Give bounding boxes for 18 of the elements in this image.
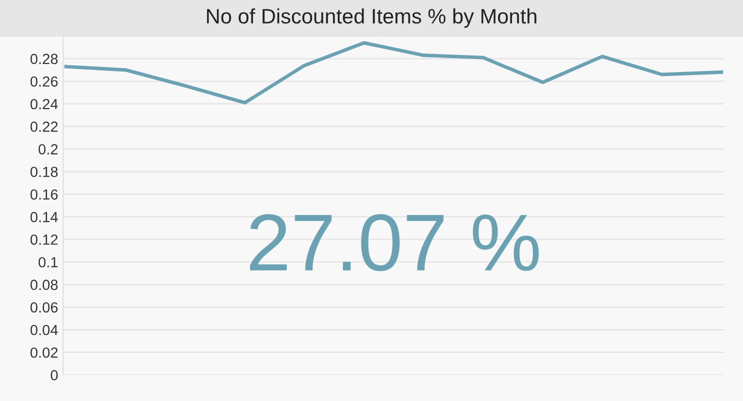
y-tick-label: 0.28 bbox=[30, 54, 58, 64]
chart-title: No of Discounted Items % by Month bbox=[207, 8, 536, 28]
y-tick-label: 0.16 bbox=[30, 189, 58, 200]
y-tick-label: 0.08 bbox=[30, 280, 58, 290]
y-tick-label: 0.06 bbox=[30, 302, 58, 313]
line-series bbox=[64, 41, 724, 104]
y-tick-label: 0.02 bbox=[30, 347, 58, 358]
y-tick-label: 0.04 bbox=[30, 324, 58, 336]
y-tick-label: 0.1 bbox=[38, 257, 58, 268]
annotation: 27.07 % bbox=[250, 214, 539, 272]
y-tick-label: 0.22 bbox=[30, 122, 58, 132]
y-tick-label: 0 bbox=[50, 370, 58, 380]
y-tick-label: 0.12 bbox=[30, 234, 58, 245]
y-tick-label: 0.14 bbox=[30, 212, 58, 222]
y-tick-label: 0.18 bbox=[30, 166, 58, 178]
y-tick-label: 0.2 bbox=[38, 144, 58, 154]
y-tick-label: 0.26 bbox=[30, 76, 58, 87]
y-tick-label: 0.24 bbox=[30, 98, 58, 110]
